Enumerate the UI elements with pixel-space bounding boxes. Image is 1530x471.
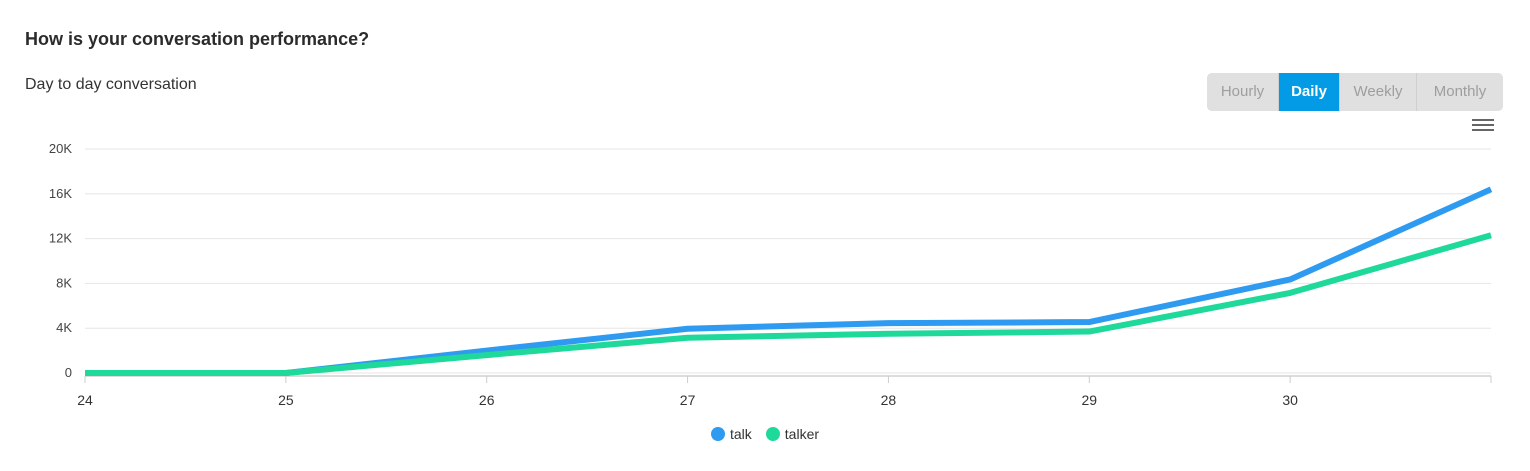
x-tick-label: 24 (77, 392, 93, 408)
x-tick-label: 30 (1282, 392, 1298, 408)
x-tick-label: 25 (278, 392, 294, 408)
data-point-talk[interactable] (685, 326, 691, 332)
legend-label: talk (729, 426, 752, 442)
data-point-talk[interactable] (1287, 276, 1293, 282)
data-point-talker[interactable] (885, 331, 891, 337)
range-selector: Hourly Daily Weekly Monthly (1207, 73, 1503, 111)
y-tick-label: 4K (56, 320, 72, 335)
range-button-daily[interactable]: Daily (1279, 73, 1340, 111)
y-tick-label: 0 (65, 365, 72, 380)
range-button-monthly[interactable]: Monthly (1417, 73, 1503, 111)
series-line-talk (85, 186, 1493, 376)
data-point-talk[interactable] (1086, 319, 1092, 325)
data-point-talker[interactable] (484, 352, 490, 358)
chart-subtitle: Day to day conversation (25, 76, 197, 93)
legend-dot-icon (765, 427, 780, 441)
x-tick-label: 28 (881, 392, 897, 408)
range-button-hourly[interactable]: Hourly (1207, 73, 1279, 111)
hamburger-menu-icon[interactable] (1472, 119, 1494, 135)
legend-item-talk[interactable]: talk (710, 426, 752, 442)
legend-dot-icon (710, 427, 725, 441)
x-tick-label: 29 (1081, 392, 1097, 408)
legend-item-talker[interactable]: talker (765, 426, 820, 442)
series-line-talker (85, 232, 1492, 376)
data-point-talker[interactable] (1086, 329, 1092, 335)
data-point-talker[interactable] (82, 370, 88, 376)
line-chart: 0 4K 8K 12K 16K 20K 24 25 26 27 28 29 30 (49, 141, 1494, 408)
y-tick-label: 20K (49, 141, 72, 156)
page-title: How is your conversation performance? (25, 29, 370, 49)
x-tick-label: 27 (680, 392, 696, 408)
y-tick-label: 8K (56, 275, 72, 290)
data-point-talker[interactable] (685, 335, 691, 341)
y-tick-label: 16K (49, 186, 72, 201)
data-point-talk[interactable] (885, 320, 891, 326)
data-point-talker[interactable] (1287, 290, 1293, 296)
chart-legend: talk talker (0, 426, 1530, 442)
x-tick-label: 26 (479, 392, 495, 408)
data-point-talker[interactable] (283, 370, 289, 376)
range-button-weekly[interactable]: Weekly (1340, 73, 1417, 111)
data-point-talk[interactable] (1488, 186, 1494, 192)
y-tick-label: 12K (49, 231, 72, 246)
data-point-talker[interactable] (1488, 232, 1494, 238)
legend-label: talker (784, 426, 820, 442)
